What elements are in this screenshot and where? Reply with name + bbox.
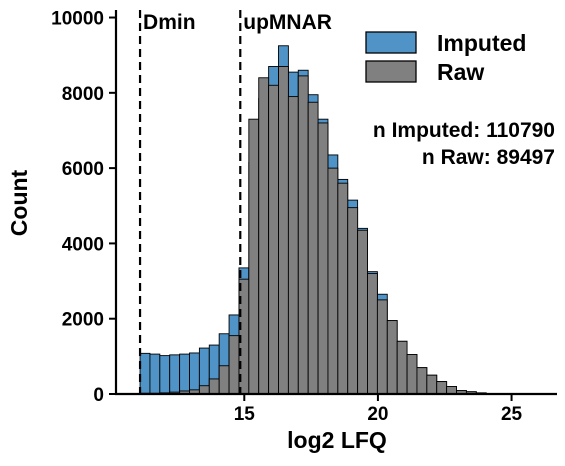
y-tick-label: 2000: [62, 310, 104, 331]
annotation-raw-count: n Raw: 89497: [422, 146, 555, 169]
x-axis-title: log2 LFQ: [287, 427, 387, 453]
bar-raw: [337, 182, 349, 395]
threshold-lines: Dmin upMNAR: [138, 10, 332, 394]
x-tick-label: 25: [501, 404, 523, 425]
bar-raw: [317, 122, 329, 395]
legend-swatch-imputed: [365, 31, 417, 54]
x-ticks: 15 20 25: [234, 394, 523, 425]
bar-imputed: [139, 352, 151, 395]
y-ticks: 0 2000 4000 6000 8000 10000: [51, 9, 116, 406]
bar-imputed: [179, 353, 190, 395]
y-tick-label: 4000: [62, 234, 104, 255]
axes: [114, 10, 557, 396]
bar-raw: [198, 385, 210, 395]
bar-imputed: [169, 354, 181, 395]
bar-raw: [307, 101, 319, 395]
bar-raw: [406, 354, 418, 395]
annotation-imputed-count: n Imputed: 110790: [373, 119, 555, 142]
bar-raw: [258, 77, 270, 395]
bar-raw: [218, 365, 230, 395]
bar-imputed: [189, 352, 200, 395]
bar-raw: [357, 229, 368, 395]
vline-label-dmin: Dmin: [143, 11, 196, 34]
bar-raw: [416, 367, 428, 395]
bar-raw: [386, 320, 398, 395]
bar-raw: [396, 340, 408, 395]
x-tick-label: 20: [367, 404, 388, 425]
x-tick-label: 15: [234, 404, 256, 425]
y-tick-label: 0: [93, 385, 104, 406]
y-tick-label: 10000: [51, 9, 104, 30]
bar-raw: [446, 386, 457, 395]
legend-swatch-raw: [365, 60, 417, 83]
bar-imputed: [159, 355, 171, 395]
bar-raw: [376, 299, 388, 395]
bar-raw: [347, 207, 359, 395]
bar-imputed: [149, 353, 161, 395]
bar-raw: [436, 381, 448, 395]
bar-raw: [268, 84, 279, 395]
raw-bars: [139, 66, 497, 395]
bar-raw: [278, 66, 289, 395]
bar-raw: [248, 118, 260, 395]
bar-raw: [287, 96, 299, 395]
y-axis-title: Count: [6, 169, 32, 236]
bar-raw: [367, 273, 378, 395]
legend-label-imputed: Imputed: [437, 30, 526, 56]
bar-raw: [297, 75, 309, 395]
bar-raw: [208, 378, 220, 395]
bar-raw: [228, 335, 240, 395]
legend: Imputed Raw: [365, 30, 526, 85]
vline-label-upmnar: upMNAR: [243, 11, 332, 34]
bar-raw: [426, 374, 438, 395]
bar-raw: [327, 167, 339, 395]
y-tick-label: 6000: [62, 159, 104, 180]
y-tick-label: 8000: [62, 84, 104, 105]
count-annotations: n Imputed: 110790 n Raw: 89497: [373, 119, 555, 169]
legend-label-raw: Raw: [437, 59, 484, 85]
